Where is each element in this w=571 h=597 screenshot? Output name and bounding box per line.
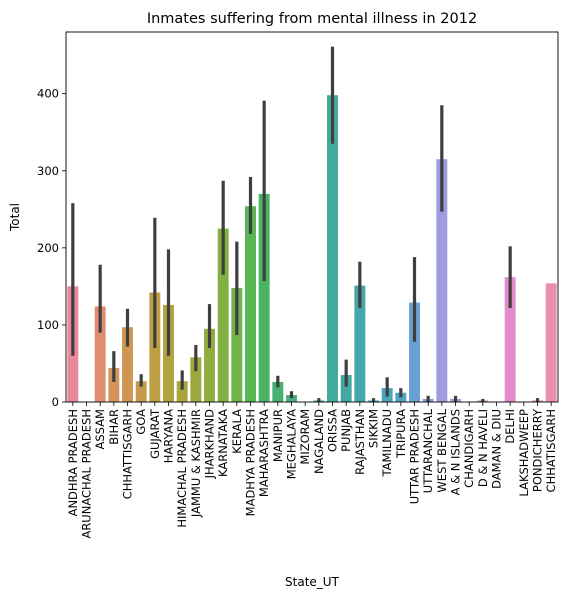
x-tick-label: HARYANA <box>162 409 176 463</box>
bar <box>272 381 284 402</box>
x-tick-label: PUNJAB <box>339 409 353 452</box>
bar <box>190 357 202 402</box>
y-tick-label: 300 <box>37 164 59 178</box>
x-tick-label: BIHAR <box>107 409 121 445</box>
bar <box>409 302 420 402</box>
plot-frame <box>65 31 559 403</box>
x-tick-label: DELHI <box>503 409 517 444</box>
x-tick-label: WEST BENGAL <box>435 408 449 492</box>
x-tick-label: ARUNACHAL PRADESH <box>80 409 94 539</box>
bars-layer <box>67 95 557 403</box>
bar <box>231 287 243 402</box>
bar <box>204 328 215 402</box>
bar <box>286 395 297 402</box>
x-axis: ANDHRA PRADESH ARUNACHAL PRADESH ASSAM BIHA… <box>66 402 558 539</box>
bar <box>504 277 516 403</box>
y-axis-label: Total <box>8 203 22 232</box>
bar <box>108 368 120 402</box>
chart-title: Inmates suffering from mental illness in… <box>147 11 477 27</box>
x-tick-label: D & N HAVELI <box>476 409 490 487</box>
y-tick-label: 400 <box>37 87 59 101</box>
x-tick-label: TAMILNADU <box>380 409 394 477</box>
y-tick-label: 0 <box>52 395 59 409</box>
x-tick-label: UTTAR PRADESH <box>408 409 422 504</box>
x-tick-label: MADHYA PRADESH <box>244 409 258 516</box>
x-tick-label: JAMMU & KASHMIR <box>189 409 203 518</box>
x-tick-label: DAMAN & DIU <box>490 409 504 489</box>
x-tick-label: CHANDIGARH <box>462 409 476 488</box>
bar <box>436 159 448 402</box>
x-tick-label: RAJASTHAN <box>353 409 367 475</box>
x-tick-label: KARNATAKA <box>216 409 230 477</box>
x-tick-label: LAKSHADWEEP <box>517 409 531 497</box>
x-axis-label: State_UT <box>285 575 340 589</box>
y-tick-label: 200 <box>37 241 59 255</box>
bar <box>135 381 147 402</box>
x-tick-label: CHHATTISGARH <box>121 409 135 499</box>
x-tick-label: HIMACHAL PRADESH <box>175 409 189 528</box>
bar <box>354 285 366 402</box>
y-tick-label: 100 <box>37 318 59 332</box>
x-tick-label: TRIPURA <box>394 409 408 459</box>
x-tick-label: MEGHALAYA <box>285 409 299 479</box>
x-tick-label: ASSAM <box>93 409 107 449</box>
bar <box>545 283 557 402</box>
x-tick-label: PONDICHERRY <box>531 408 545 492</box>
x-tick-label: GUJARAT <box>148 408 162 459</box>
x-tick-label: GOA <box>134 409 148 435</box>
x-tick-label: KERALA <box>230 409 244 454</box>
bar <box>340 375 352 402</box>
x-tick-label: JHARKHAND <box>203 409 217 480</box>
x-tick-label: UTTARANCHAL <box>421 408 435 493</box>
bar <box>258 193 270 403</box>
x-tick-label: MANIPUR <box>271 409 285 462</box>
bar <box>122 327 133 402</box>
x-tick-label: ORISSA <box>326 409 340 452</box>
error-bars-layer <box>71 46 540 402</box>
x-tick-label: MIZORAM <box>298 409 312 465</box>
bar <box>94 306 106 402</box>
bar <box>245 206 256 402</box>
x-tick-label: A & N ISLANDS <box>449 409 463 495</box>
x-tick-label: MAHARASHTRA <box>257 409 271 497</box>
x-tick-label: SIKKIM <box>367 409 381 448</box>
y-axis: 0 100 200 300 400 <box>37 87 66 409</box>
x-tick-label: CHHATISGARH <box>544 409 558 492</box>
bar <box>176 381 188 402</box>
bar <box>217 228 229 402</box>
x-tick-label: NAGALAND <box>312 409 326 474</box>
bar <box>327 95 338 403</box>
x-tick-label: ANDHRA PRADESH <box>66 409 80 516</box>
